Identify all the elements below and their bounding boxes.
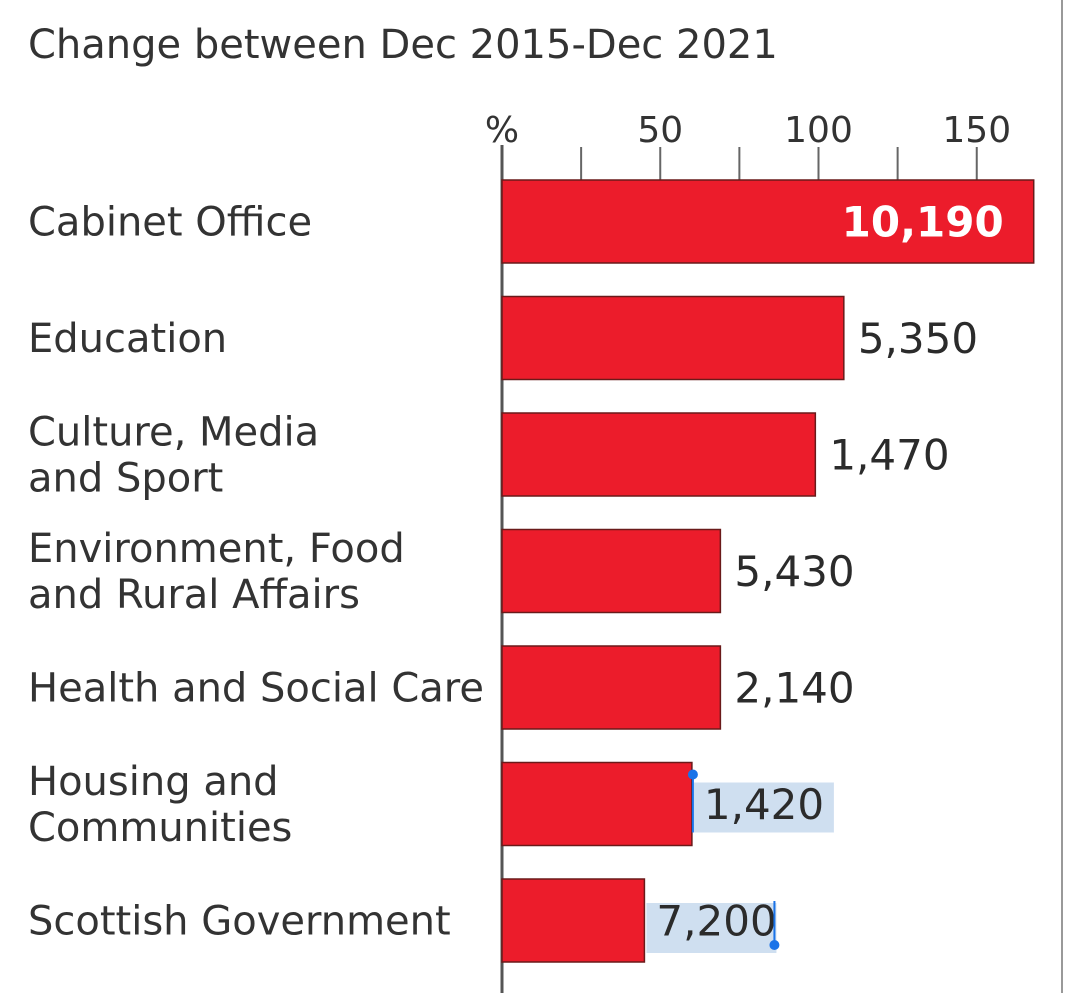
x-tick-label: 50 — [637, 110, 683, 151]
bar — [501, 528, 722, 614]
bar — [501, 645, 722, 730]
x-axis: % 50 100 150 — [485, 110, 1011, 993]
data-label[interactable]: 1,420 — [704, 780, 824, 829]
bar — [501, 179, 1035, 264]
chart-title: Change between Dec 2015-Dec 2021 — [28, 22, 778, 68]
category-label: Environment, Food — [28, 526, 405, 572]
bar-row: Cabinet Office 10,190 — [28, 179, 1035, 264]
bar — [501, 295, 845, 381]
category-label: Education — [28, 316, 227, 362]
category-label: Housing and — [28, 759, 279, 805]
bar — [501, 761, 693, 847]
text-selection-highlight — [693, 782, 834, 833]
selection-start-handle[interactable] — [687, 769, 698, 780]
x-tick-label: 150 — [942, 110, 1011, 151]
x-tick-label: % — [485, 110, 519, 151]
data-label[interactable]: 7,200 — [656, 897, 776, 946]
selection-end-handle[interactable] — [769, 940, 780, 950]
data-label: 10,190 — [842, 198, 1004, 247]
category-label: Scottish Government — [28, 899, 451, 945]
bars: Cabinet Office 10,190 Education 5,350 Cultur… — [28, 179, 1035, 963]
bar — [501, 878, 646, 963]
category-label: and Sport — [28, 456, 223, 502]
text-selection-highlight — [646, 903, 777, 953]
data-label: 1,470 — [829, 431, 949, 480]
bar-row: Education 5,350 — [28, 295, 978, 381]
data-label: 2,140 — [734, 664, 854, 713]
x-tick-label: 100 — [784, 110, 853, 151]
bar-row: Scottish Government 7,200 — [28, 878, 780, 963]
category-label: Communities — [28, 805, 292, 851]
category-label: Cabinet Office — [28, 200, 312, 246]
category-label: and Rural Affairs — [28, 572, 360, 618]
category-label: Culture, Media — [28, 410, 319, 456]
category-label: Health and Social Care — [28, 666, 484, 712]
data-label: 5,430 — [734, 547, 854, 596]
bar-row: Health and Social Care 2,140 — [28, 645, 855, 730]
bar — [501, 412, 817, 497]
data-label: 5,350 — [858, 314, 978, 363]
